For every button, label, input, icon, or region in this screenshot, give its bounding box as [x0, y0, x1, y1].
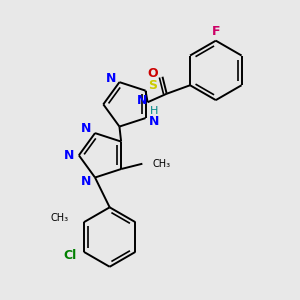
Text: H: H [150, 106, 158, 116]
Text: S: S [148, 79, 158, 92]
Text: N: N [137, 94, 148, 106]
Text: Cl: Cl [64, 249, 77, 262]
Text: CH₃: CH₃ [51, 213, 69, 223]
Text: N: N [81, 175, 92, 188]
Text: O: O [148, 67, 158, 80]
Text: N: N [106, 73, 116, 85]
Text: N: N [64, 149, 74, 162]
Text: N: N [81, 122, 92, 135]
Text: N: N [149, 115, 159, 128]
Text: F: F [212, 25, 220, 38]
Text: CH₃: CH₃ [153, 159, 171, 169]
